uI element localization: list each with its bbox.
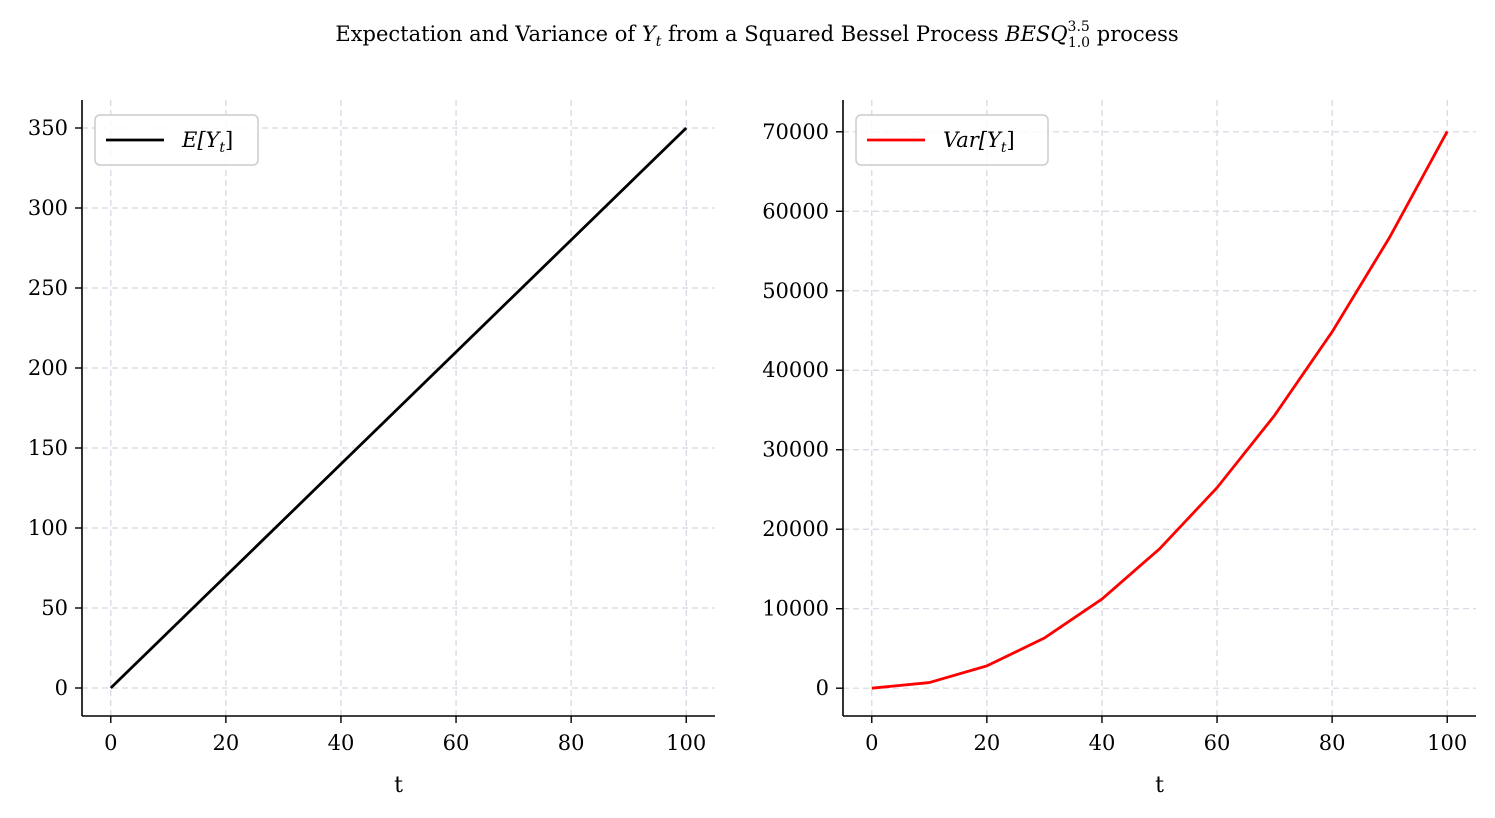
chart-1-y-tick-label: 0	[816, 676, 829, 700]
chart-1-y-tick-label: 70000	[762, 120, 829, 144]
chart-0-x-tick-label: 40	[328, 731, 355, 755]
chart-1-y-tick-label: 40000	[762, 358, 829, 382]
chart-1-x-tick-label: 0	[865, 731, 878, 755]
chart-1-y-tick-label: 30000	[762, 438, 829, 462]
chart-1-y-tick-label: 50000	[762, 279, 829, 303]
chart-0-x-tick-label: 0	[104, 731, 117, 755]
chart-0-x-tick-label: 80	[558, 731, 585, 755]
chart-1-x-tick-label: 100	[1427, 731, 1467, 755]
chart-0-legend-label: E[Yt]	[181, 128, 233, 156]
chart-0-y-tick-label: 100	[28, 516, 68, 540]
chart-1-x-tick-label: 20	[973, 731, 1000, 755]
chart-1-x-tick-label: 60	[1204, 731, 1231, 755]
chart-0-series-line	[109, 126, 688, 690]
chart-1-x-axis-label: t	[1155, 773, 1164, 798]
chart-1-y-tick-label: 20000	[762, 517, 829, 541]
figure-title: Expectation and Variance of Yt from a Sq…	[335, 19, 1178, 51]
chart-0-y-tick-label: 0	[55, 676, 68, 700]
chart-0-y-tick-label: 200	[28, 356, 68, 380]
chart-0-y-tick-label: 250	[28, 276, 68, 300]
chart-1-legend-box	[855, 114, 1049, 166]
chart-1-x-tick-label: 40	[1089, 731, 1116, 755]
chart-0-x-tick-label: 60	[443, 731, 470, 755]
chart-0-x-tick-label: 100	[666, 731, 706, 755]
chart-1-y-tick-label: 60000	[762, 199, 829, 223]
chart-0-y-tick-label: 300	[28, 196, 68, 220]
chart-0-x-tick-label: 20	[212, 731, 239, 755]
chart-0-x-axis-label: t	[394, 773, 403, 798]
chart-1-y-tick-label: 10000	[762, 597, 829, 621]
chart-0-y-tick-label: 50	[41, 596, 68, 620]
expectation-panel: 0 20 40 60 80 100 0 50 100 150 200 250 300 350 t E[Yt]	[28, 100, 715, 798]
chart-0-y-tick-label: 150	[28, 436, 68, 460]
chart-1-legend-label: Var[Yt]	[943, 128, 1015, 156]
variance-panel: 0 20 40 60 80 100 0 10000 20000 30000 40000 50000 60…	[762, 100, 1476, 798]
chart-1-x-tick-label: 80	[1319, 731, 1346, 755]
chart-0-legend-box	[94, 114, 259, 166]
chart-0-y-tick-label: 350	[28, 116, 68, 140]
chart-1-series-line	[871, 130, 1449, 690]
